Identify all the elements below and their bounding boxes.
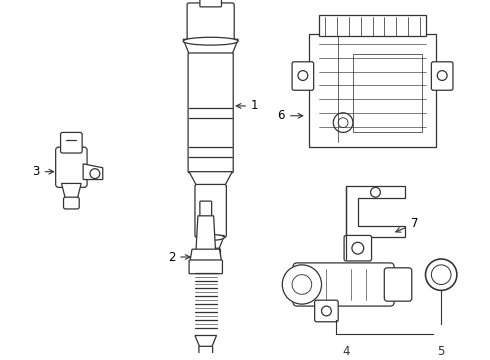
FancyBboxPatch shape xyxy=(293,263,394,306)
FancyBboxPatch shape xyxy=(431,62,453,90)
FancyBboxPatch shape xyxy=(61,132,82,153)
Circle shape xyxy=(298,71,308,80)
FancyBboxPatch shape xyxy=(195,184,226,237)
Circle shape xyxy=(292,275,312,294)
Text: 7: 7 xyxy=(396,217,418,232)
Circle shape xyxy=(321,306,331,316)
FancyBboxPatch shape xyxy=(292,62,314,90)
Circle shape xyxy=(437,71,447,80)
Circle shape xyxy=(370,187,380,197)
Ellipse shape xyxy=(183,37,238,45)
Text: 6: 6 xyxy=(277,109,303,122)
Bar xyxy=(353,54,421,132)
Circle shape xyxy=(338,118,348,127)
Text: 1: 1 xyxy=(236,99,259,112)
Circle shape xyxy=(90,169,100,179)
FancyBboxPatch shape xyxy=(187,3,234,42)
FancyBboxPatch shape xyxy=(344,235,371,261)
Polygon shape xyxy=(346,186,405,237)
FancyBboxPatch shape xyxy=(189,260,222,274)
Polygon shape xyxy=(197,235,224,250)
Circle shape xyxy=(352,242,364,254)
Text: 5: 5 xyxy=(438,345,445,358)
Bar xyxy=(309,34,436,147)
FancyBboxPatch shape xyxy=(384,268,412,301)
Polygon shape xyxy=(83,164,103,180)
Polygon shape xyxy=(183,39,238,54)
Polygon shape xyxy=(196,216,216,251)
FancyBboxPatch shape xyxy=(201,248,220,264)
FancyBboxPatch shape xyxy=(188,53,233,173)
FancyBboxPatch shape xyxy=(200,0,221,7)
Polygon shape xyxy=(189,172,232,186)
FancyBboxPatch shape xyxy=(200,201,212,217)
Circle shape xyxy=(282,265,321,304)
Polygon shape xyxy=(190,249,221,261)
Text: 2: 2 xyxy=(168,251,190,264)
Polygon shape xyxy=(62,184,81,199)
Circle shape xyxy=(425,259,457,291)
FancyBboxPatch shape xyxy=(56,147,87,187)
Circle shape xyxy=(431,265,451,284)
FancyBboxPatch shape xyxy=(64,197,79,209)
Circle shape xyxy=(408,77,419,89)
Bar xyxy=(318,15,426,36)
Polygon shape xyxy=(195,336,217,347)
Text: 3: 3 xyxy=(32,165,53,178)
Circle shape xyxy=(333,113,353,132)
Ellipse shape xyxy=(197,234,224,240)
Text: 4: 4 xyxy=(343,345,350,358)
FancyBboxPatch shape xyxy=(315,300,338,322)
FancyBboxPatch shape xyxy=(199,346,213,356)
